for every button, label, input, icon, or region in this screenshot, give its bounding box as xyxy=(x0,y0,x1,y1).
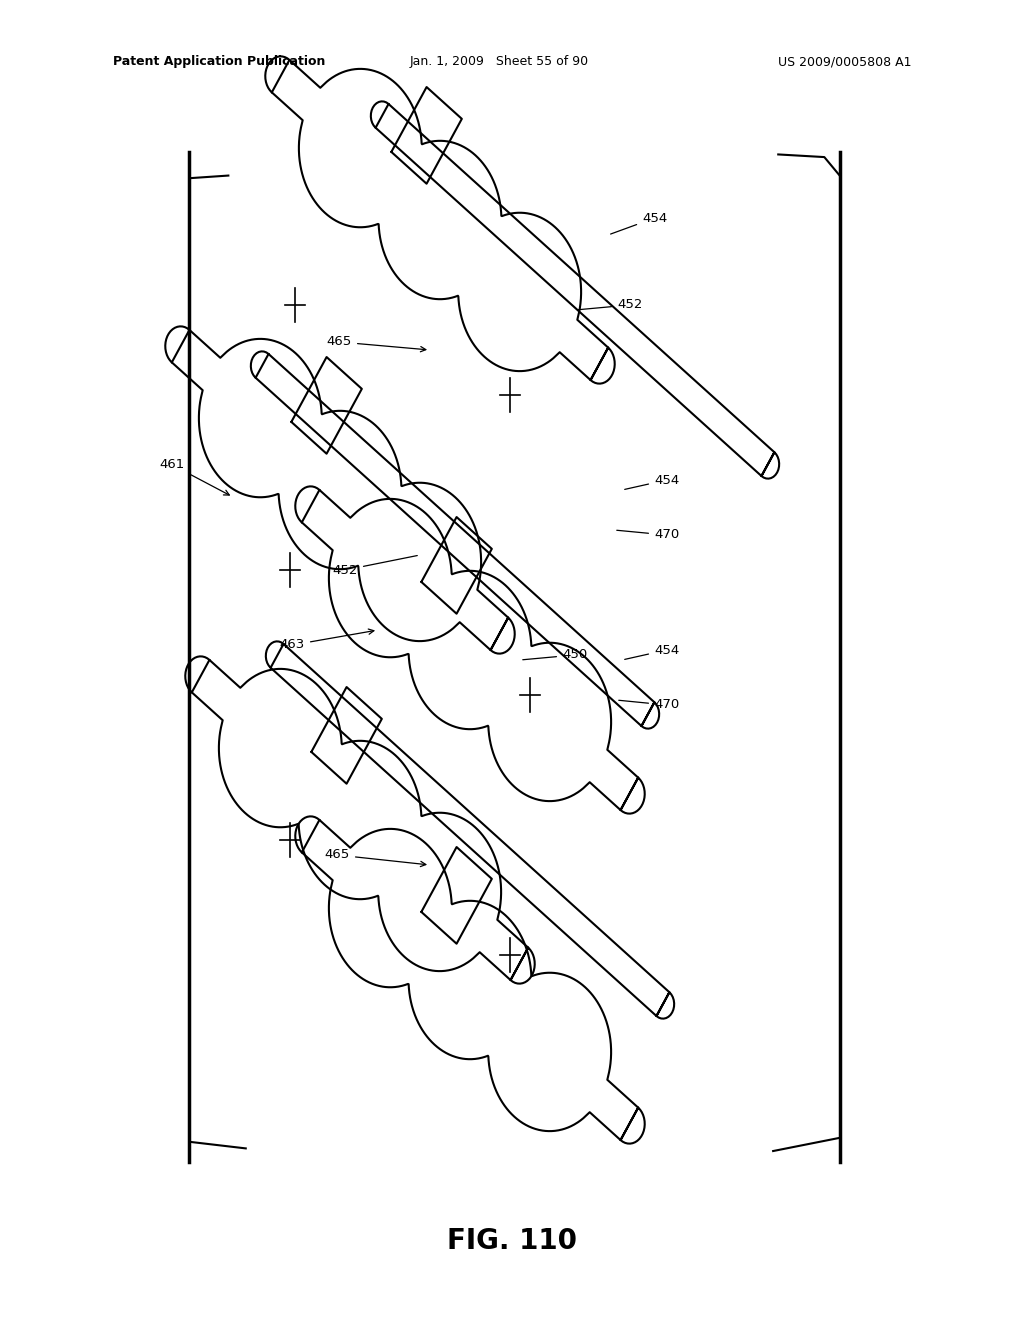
Text: 465: 465 xyxy=(327,335,426,352)
Text: 461: 461 xyxy=(160,458,229,495)
Text: 452: 452 xyxy=(333,556,417,577)
Text: US 2009/0005808 A1: US 2009/0005808 A1 xyxy=(778,55,911,69)
Text: FIG. 110: FIG. 110 xyxy=(447,1226,577,1255)
Text: 470: 470 xyxy=(616,528,679,541)
Text: 454: 454 xyxy=(625,644,679,660)
Text: 463: 463 xyxy=(280,630,374,652)
Text: 452: 452 xyxy=(578,298,642,312)
Text: 450: 450 xyxy=(523,648,587,661)
Text: 465: 465 xyxy=(325,849,426,867)
Text: Jan. 1, 2009   Sheet 55 of 90: Jan. 1, 2009 Sheet 55 of 90 xyxy=(410,55,589,69)
Text: 470: 470 xyxy=(618,698,679,711)
Text: 454: 454 xyxy=(625,474,679,490)
Text: 454: 454 xyxy=(610,211,668,234)
Text: Patent Application Publication: Patent Application Publication xyxy=(113,55,325,69)
